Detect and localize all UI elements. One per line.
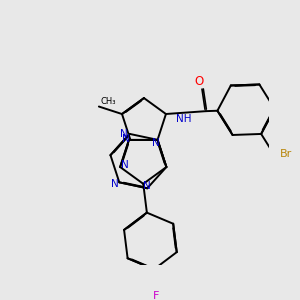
Text: N: N [121,160,129,170]
Text: N: N [122,134,130,144]
Text: N: N [152,138,160,148]
Text: O: O [194,75,203,88]
Text: Br: Br [280,149,292,159]
Text: N: N [111,179,119,189]
Text: CH₃: CH₃ [101,97,116,106]
Text: F: F [153,291,160,300]
Text: NH: NH [176,114,192,124]
Text: N: N [120,129,128,139]
Text: N: N [143,181,151,190]
